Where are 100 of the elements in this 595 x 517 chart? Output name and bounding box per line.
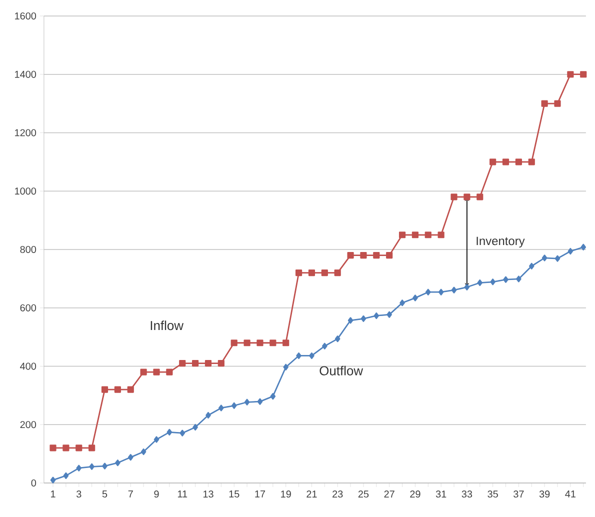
point: [502, 158, 510, 166]
point: [347, 252, 354, 259]
point: [192, 360, 199, 367]
text: Inflow: [150, 320, 184, 330]
y-tick-label: 1400: [15, 70, 36, 78]
point: [477, 279, 483, 286]
y-tick-label: 800: [20, 246, 36, 254]
point: [76, 444, 82, 452]
point: [62, 444, 70, 452]
point: [166, 428, 172, 436]
point: [114, 386, 121, 393]
y-tick-label: 1600: [15, 12, 36, 20]
y-tick-label: 1000: [15, 188, 36, 195]
point: [568, 248, 574, 255]
point: [554, 100, 561, 107]
point: [180, 430, 186, 436]
point: [192, 424, 198, 431]
point: [115, 460, 120, 466]
point: [204, 360, 212, 367]
point: [322, 342, 328, 350]
point: [374, 312, 380, 320]
point: [580, 71, 587, 78]
point: [451, 286, 457, 294]
point: [257, 398, 263, 405]
point: [476, 194, 484, 200]
point: [450, 194, 458, 200]
point: [244, 398, 250, 406]
point: [464, 194, 470, 200]
point: [360, 315, 366, 322]
y-tick-label: 400: [20, 362, 36, 370]
point: [438, 232, 444, 238]
point: [179, 360, 186, 367]
x-tick-label: 27: [384, 490, 394, 498]
point: [567, 71, 574, 78]
y-tick-label: 600: [20, 304, 36, 312]
point: [398, 232, 406, 238]
x-tick-label: 1: [51, 490, 56, 498]
annotation: Inventory: [476, 236, 525, 248]
point: [63, 472, 69, 479]
y-tick-label: 0: [31, 479, 36, 487]
point: [400, 300, 405, 306]
point: [296, 352, 302, 360]
point: [88, 444, 96, 452]
x-tick-label: 23: [332, 490, 343, 498]
x-tick-label: 33: [462, 490, 472, 498]
x-tick-label: 11: [178, 490, 188, 498]
point: [270, 393, 276, 400]
point: [283, 364, 288, 370]
point: [295, 270, 302, 276]
y-tick-label: 1200: [15, 129, 36, 136]
point: [541, 100, 548, 107]
point: [218, 360, 224, 367]
point: [334, 270, 341, 276]
point: [101, 386, 108, 393]
point: [231, 402, 237, 409]
point: [490, 278, 496, 286]
point: [386, 252, 393, 259]
point: [360, 252, 367, 259]
point: [516, 276, 522, 282]
point: [76, 464, 82, 472]
point: [282, 340, 290, 346]
point: [464, 284, 470, 290]
x-tick-label: 7: [128, 490, 133, 498]
point: [244, 340, 250, 346]
point: [334, 336, 340, 342]
x-tick-label: 13: [203, 490, 214, 498]
point: [153, 368, 160, 376]
y-tick-label: 200: [20, 421, 36, 428]
x-tick-label: 25: [358, 490, 369, 498]
x-tick-label: 41: [565, 490, 576, 498]
point: [386, 311, 392, 318]
x-tick-label: 15: [229, 490, 240, 498]
point: [50, 476, 56, 484]
point: [50, 444, 56, 452]
point: [515, 158, 522, 166]
point: [154, 436, 160, 443]
x-tick-label: 17: [255, 490, 266, 498]
point: [270, 340, 276, 346]
series-label: Outflow: [320, 366, 364, 376]
x-tick-label: 39: [539, 490, 550, 498]
point: [542, 254, 548, 262]
point: [425, 288, 431, 296]
point: [490, 158, 496, 166]
x-tick-label: 31: [436, 490, 446, 498]
point: [140, 368, 147, 376]
point: [230, 340, 238, 346]
point: [424, 232, 432, 238]
point: [321, 270, 328, 276]
x-tick-label: 35: [488, 490, 498, 498]
point: [503, 276, 508, 283]
x-tick-label: 19: [281, 490, 291, 498]
point: [140, 448, 146, 456]
point: [102, 462, 108, 470]
point: [412, 294, 418, 302]
point: [218, 404, 224, 412]
x-tick-label: 9: [154, 490, 159, 498]
x-tick-label: 3: [76, 490, 82, 498]
point: [554, 255, 560, 262]
point: [412, 232, 418, 238]
point: [89, 463, 94, 470]
